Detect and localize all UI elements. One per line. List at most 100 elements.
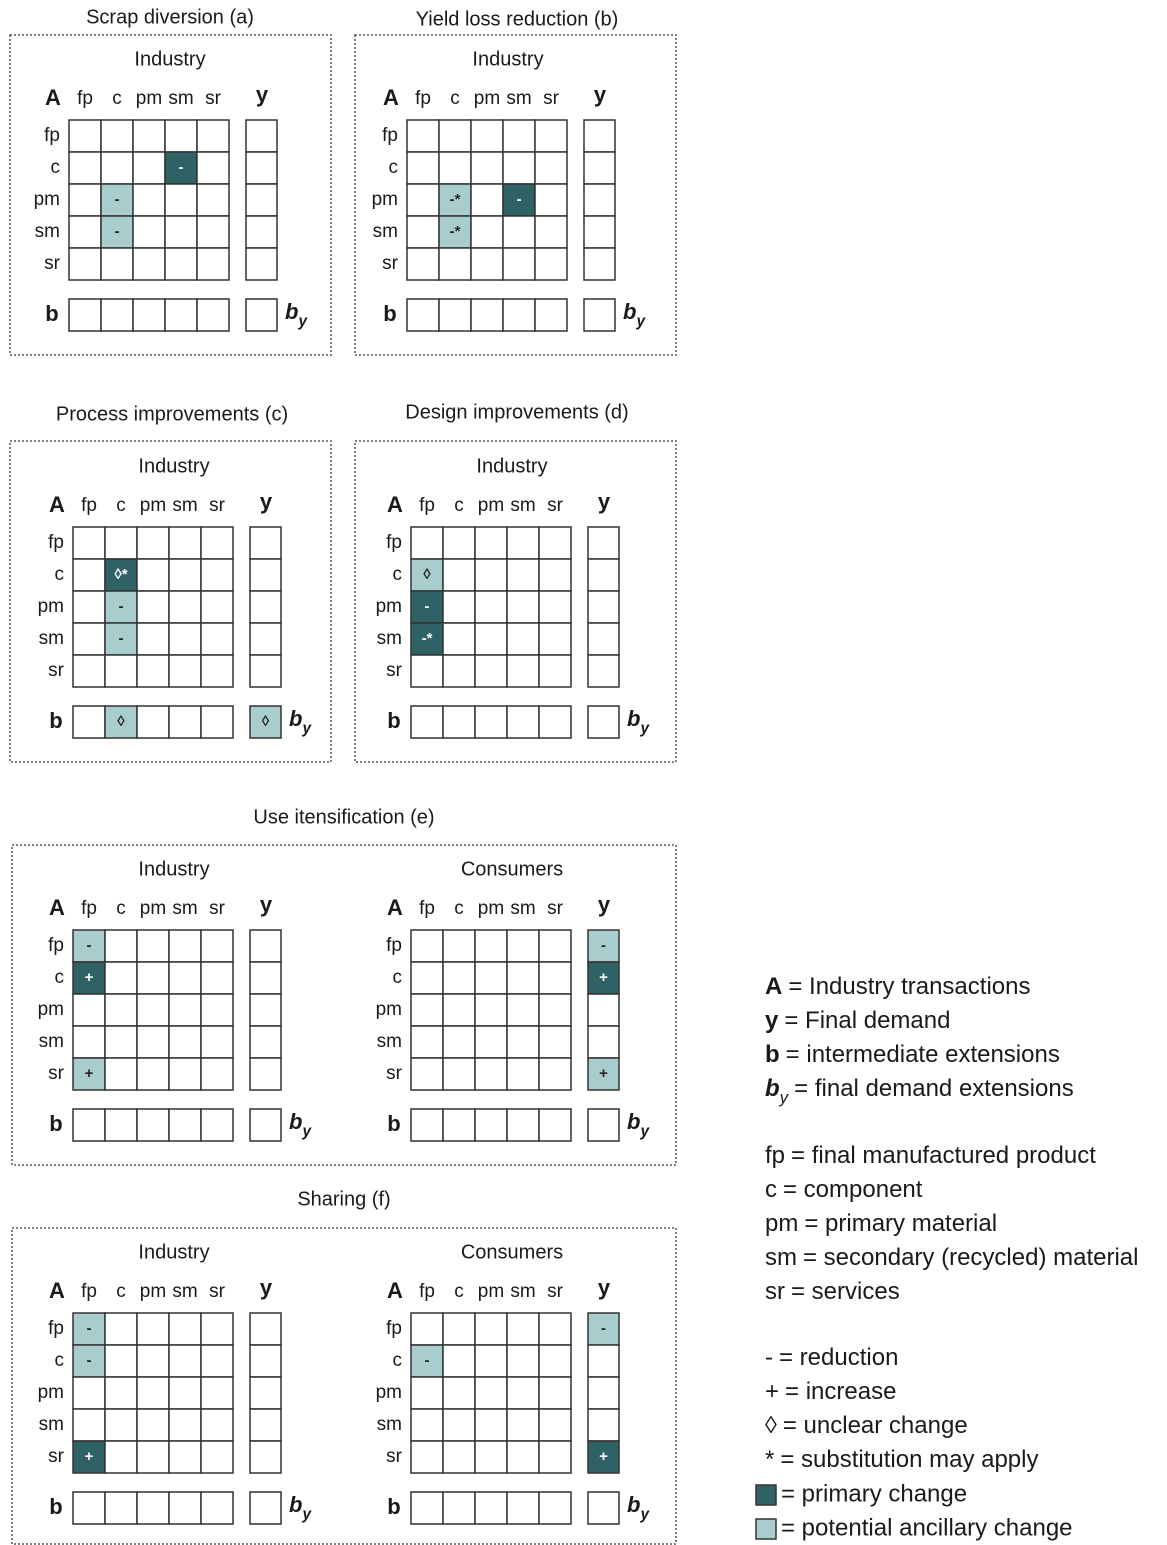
change-symbol: ◊* <box>114 566 127 583</box>
matrix-label: A <box>49 1278 65 1303</box>
cell <box>587 1025 620 1059</box>
change-symbol: ◊ <box>117 713 125 730</box>
cell <box>587 558 620 592</box>
cell <box>68 215 102 249</box>
cell <box>249 1344 282 1378</box>
cell <box>200 558 234 592</box>
col-label: c <box>450 88 460 109</box>
cell <box>72 1108 106 1142</box>
col-label: c <box>116 495 126 516</box>
cell <box>442 1312 476 1346</box>
row-label: sr <box>382 253 399 274</box>
legend-key: sr <box>765 1278 785 1305</box>
legend-text: = services <box>791 1278 900 1305</box>
block-label: Industry <box>472 48 543 70</box>
legend-item: y = Final demand <box>765 1007 950 1034</box>
row-label: sr <box>48 1446 65 1467</box>
col-label: fp <box>81 1281 97 1302</box>
change-symbol: + <box>599 969 608 986</box>
cell <box>72 1376 106 1410</box>
legend-key: * <box>765 1446 774 1473</box>
cell <box>470 298 504 332</box>
legend-item: sm = secondary (recycled) material <box>765 1244 1138 1271</box>
cell <box>200 1025 234 1059</box>
cell <box>410 526 444 560</box>
cell <box>583 119 616 153</box>
cell <box>196 119 230 153</box>
by-sub: y <box>639 1506 650 1523</box>
block-label: Industry <box>134 48 205 70</box>
legend-item: fp = final manufactured product <box>765 1142 1096 1169</box>
cell <box>410 705 444 739</box>
cell <box>72 590 106 624</box>
cell <box>587 1344 620 1378</box>
ext-label: b <box>45 301 58 326</box>
final-label: y <box>594 82 607 107</box>
by-base: b <box>623 299 636 324</box>
cell <box>534 183 568 217</box>
by-base: b <box>289 1492 302 1517</box>
by-sub: y <box>639 720 650 737</box>
cell <box>68 247 102 281</box>
cell <box>72 622 106 656</box>
by-label: by <box>289 1492 312 1523</box>
panel-title: Scrap diversion (a) <box>86 6 254 28</box>
final-label: y <box>260 892 273 917</box>
cell <box>506 590 540 624</box>
ext-label: b <box>49 1111 62 1136</box>
cell <box>168 590 202 624</box>
cell <box>538 1491 572 1525</box>
changed-cell <box>410 558 444 592</box>
cell <box>410 1108 444 1142</box>
cell <box>538 1440 572 1474</box>
cell <box>104 929 138 963</box>
cell <box>68 298 102 332</box>
change-symbol: - <box>115 191 120 208</box>
row-label: c <box>55 1350 65 1371</box>
cell <box>200 1344 234 1378</box>
cell <box>506 622 540 656</box>
cell <box>136 1491 170 1525</box>
cell <box>474 526 508 560</box>
cell <box>506 993 540 1027</box>
cell <box>538 1408 572 1442</box>
cell <box>164 215 198 249</box>
cell <box>200 622 234 656</box>
changed-cell <box>410 1344 444 1378</box>
by-sub: y <box>301 1506 312 1523</box>
final-label: y <box>598 892 611 917</box>
cell <box>474 1108 508 1142</box>
cell <box>245 298 278 332</box>
cell <box>442 961 476 995</box>
block-label: Industry <box>138 1241 209 1263</box>
legend-swatch <box>755 1518 777 1540</box>
cell <box>587 526 620 560</box>
col-label: pm <box>140 898 166 919</box>
col-label: c <box>454 1281 464 1302</box>
cell <box>168 1025 202 1059</box>
cell <box>538 1057 572 1091</box>
cell <box>200 1376 234 1410</box>
panel-title: Design improvements (d) <box>405 401 628 423</box>
cell <box>72 526 106 560</box>
cell <box>442 558 476 592</box>
changed-cell <box>249 705 282 739</box>
legend-item: by = final demand extensions <box>765 1075 1074 1107</box>
cell <box>136 558 170 592</box>
cell <box>442 993 476 1027</box>
by-base: b <box>627 1492 640 1517</box>
cell <box>72 654 106 688</box>
changed-cell <box>72 1344 106 1378</box>
row-label: fp <box>386 935 402 956</box>
cell <box>164 247 198 281</box>
change-symbol: -* <box>450 223 461 240</box>
cell <box>538 929 572 963</box>
by-base: b <box>627 1109 640 1134</box>
cell <box>72 705 106 739</box>
cell <box>200 1312 234 1346</box>
matrix-label: A <box>387 895 403 920</box>
change-symbol: -* <box>422 630 433 647</box>
cell <box>538 526 572 560</box>
cell <box>538 1344 572 1378</box>
